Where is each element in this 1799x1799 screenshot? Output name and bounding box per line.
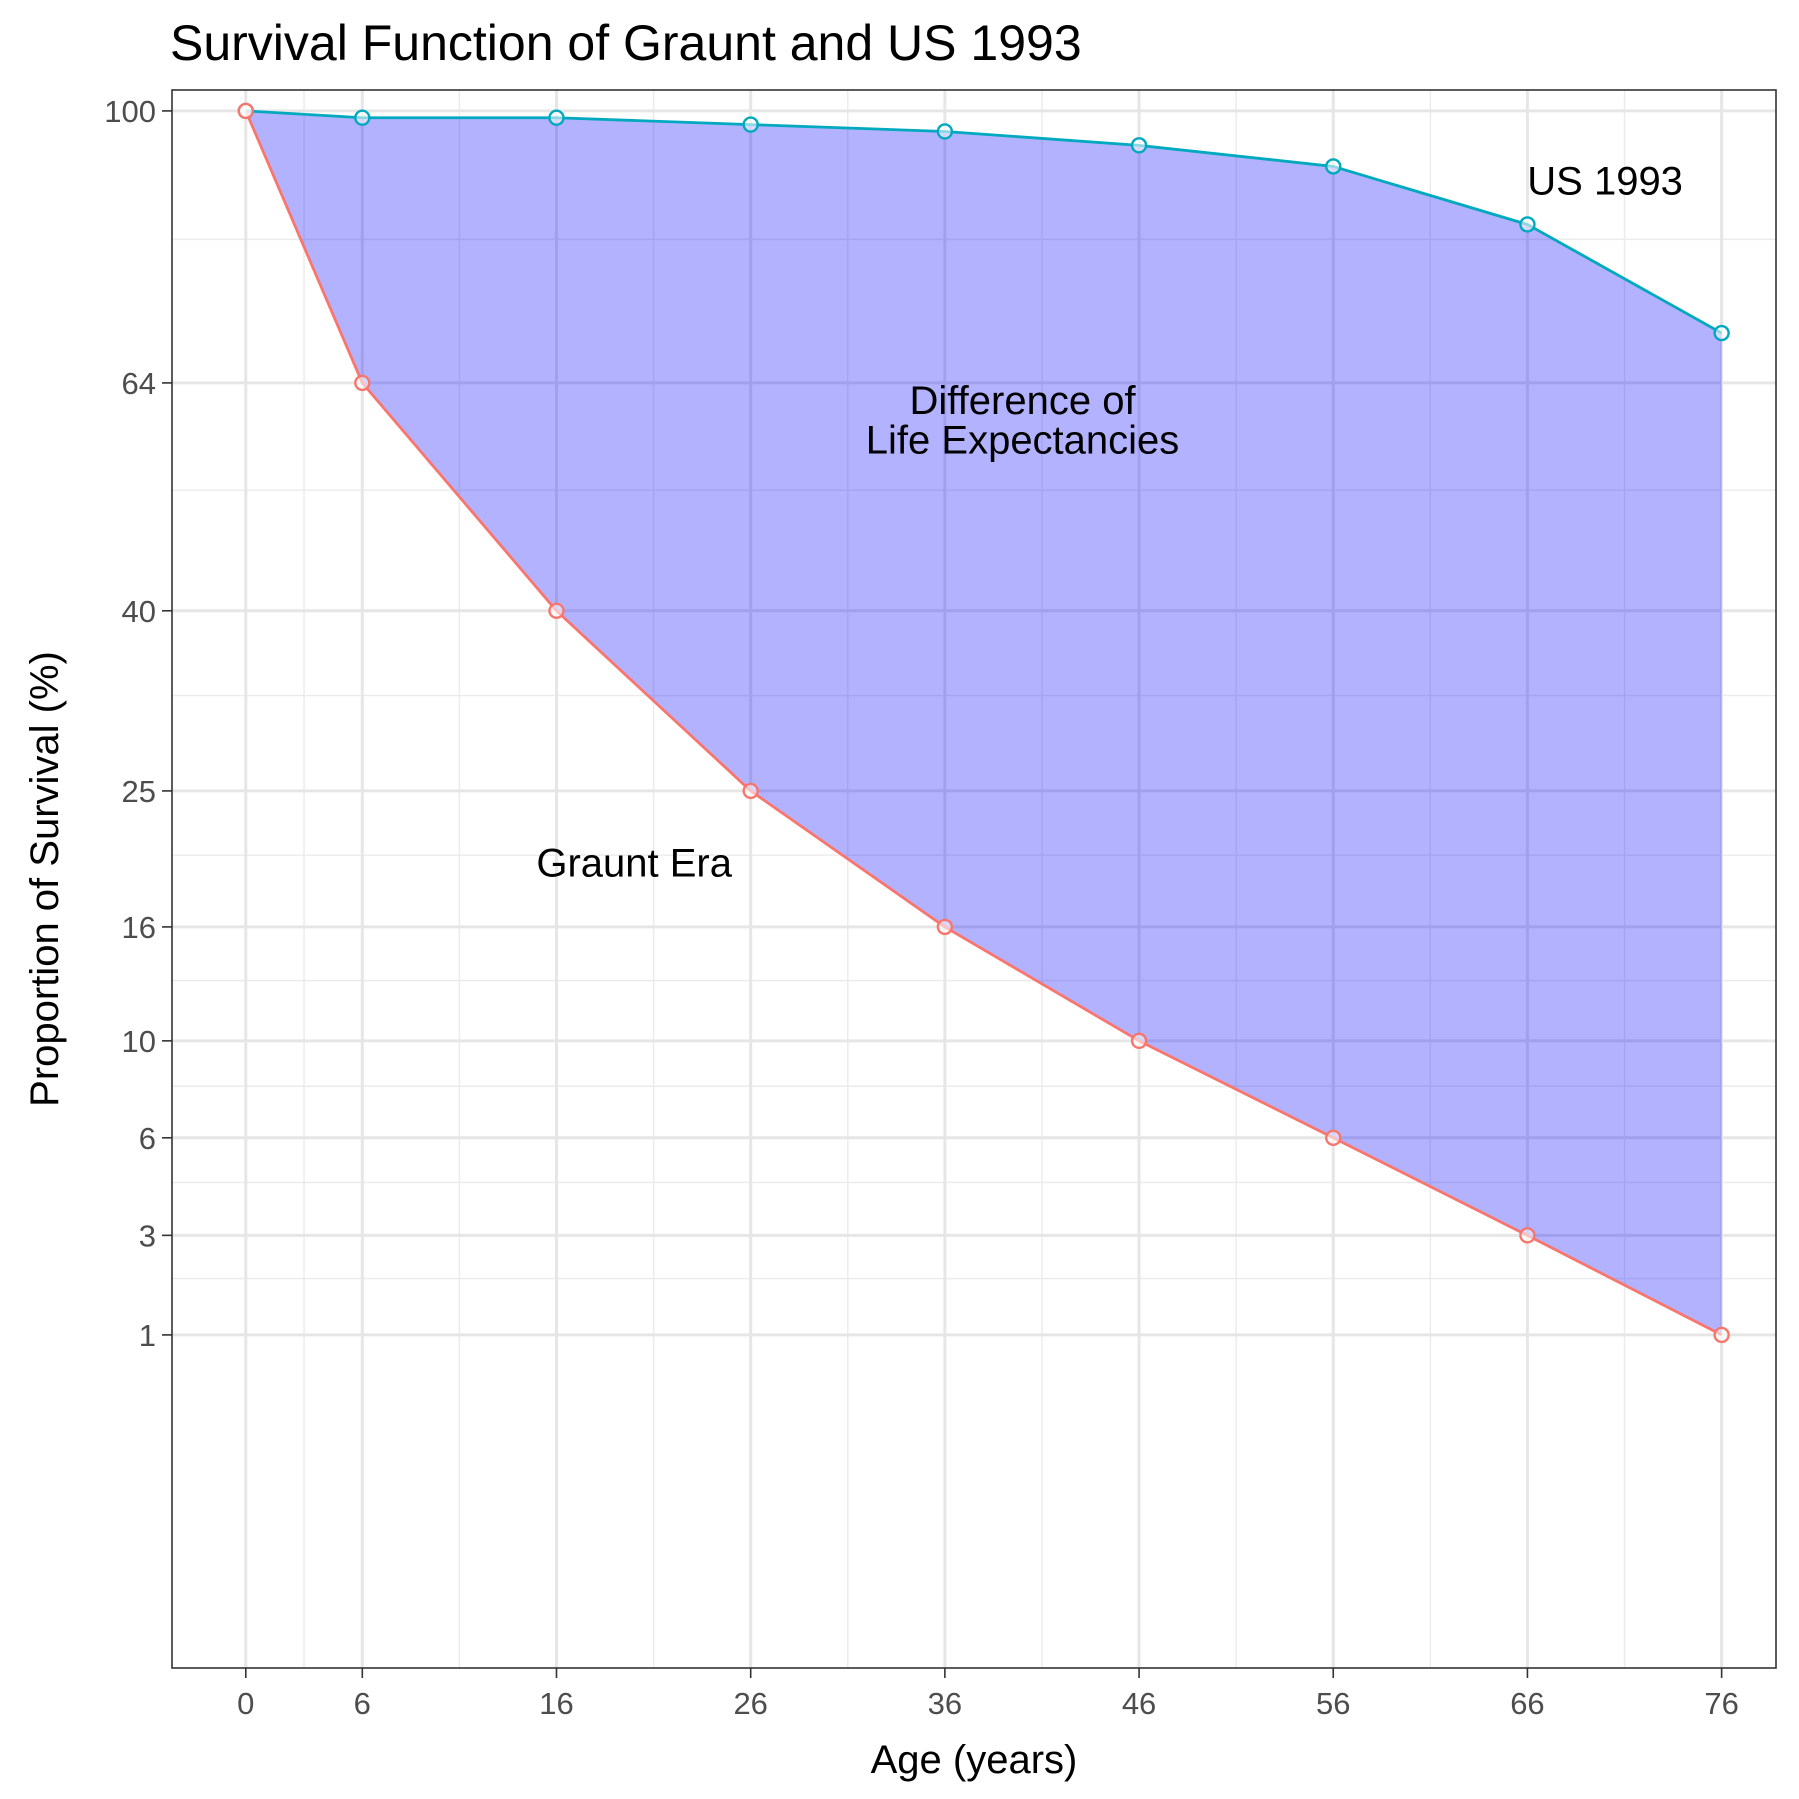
difference-area bbox=[245, 110, 1722, 1335]
y-axis-title: Proportion of Survival (%) bbox=[23, 651, 67, 1107]
x-tick-label: 26 bbox=[733, 1686, 767, 1721]
us-1993-point bbox=[1130, 137, 1148, 154]
us-1993-point bbox=[548, 109, 565, 126]
annotation-text: US 1993 bbox=[1527, 160, 1683, 204]
minor-gridlines bbox=[172, 90, 1776, 1668]
y-tick-label: 1 bbox=[139, 1318, 156, 1353]
panel-border bbox=[171, 89, 1777, 1669]
us-1993-point bbox=[1713, 324, 1730, 342]
graunt-era-point bbox=[1713, 1326, 1730, 1344]
x-axis-title: Age (years) bbox=[871, 1738, 1078, 1782]
graunt-era-point bbox=[1519, 1227, 1536, 1244]
y-axis: 1 3 6 10 16 25 40 64 100 bbox=[104, 94, 172, 1353]
y-tick-label: 100 bbox=[104, 94, 156, 129]
chart-title: Survival Function of Graunt and US 1993 bbox=[170, 15, 1082, 71]
x-axis: 0 6 16 26 36 46 56 66 76 bbox=[237, 1668, 1739, 1721]
x-tick-label: 16 bbox=[539, 1686, 573, 1721]
y-tick-label: 6 bbox=[139, 1121, 156, 1156]
x-tick-label: 76 bbox=[1704, 1686, 1738, 1721]
annotation-text: Difference of bbox=[910, 379, 1137, 423]
us-1993-point bbox=[742, 116, 759, 133]
graunt-era-point bbox=[548, 602, 565, 619]
annotation-text: Graunt Era bbox=[536, 842, 732, 886]
major-gridlines bbox=[172, 90, 1776, 1668]
y-tick-label: 64 bbox=[122, 366, 156, 401]
x-tick-label: 0 bbox=[237, 1686, 254, 1721]
graunt-era-point bbox=[237, 102, 254, 120]
annotation-text: Life Expectancies bbox=[866, 419, 1180, 463]
graunt-era-point bbox=[1130, 1032, 1148, 1050]
us-1993-point bbox=[1519, 216, 1536, 233]
y-tick-label: 40 bbox=[122, 594, 156, 629]
us-1993-point bbox=[354, 109, 371, 126]
series-points-layer bbox=[237, 102, 1730, 1344]
x-tick-label: 6 bbox=[354, 1686, 371, 1721]
x-tick-label: 66 bbox=[1510, 1686, 1544, 1721]
us-1993-point bbox=[936, 123, 954, 140]
y-tick-label: 3 bbox=[139, 1218, 156, 1253]
y-tick-label: 25 bbox=[122, 774, 156, 809]
x-tick-label: 36 bbox=[928, 1686, 962, 1721]
y-tick-label: 16 bbox=[122, 910, 156, 945]
us-1993-point bbox=[1325, 158, 1342, 175]
graunt-era-point bbox=[354, 374, 371, 392]
x-tick-label: 46 bbox=[1122, 1686, 1156, 1721]
graunt-era-point bbox=[1325, 1129, 1342, 1146]
graunt-era-point bbox=[742, 782, 759, 800]
graunt-era-point bbox=[936, 918, 954, 936]
y-tick-label: 10 bbox=[122, 1024, 156, 1059]
x-tick-label: 56 bbox=[1316, 1686, 1350, 1721]
difference-area-layer bbox=[245, 110, 1722, 1335]
